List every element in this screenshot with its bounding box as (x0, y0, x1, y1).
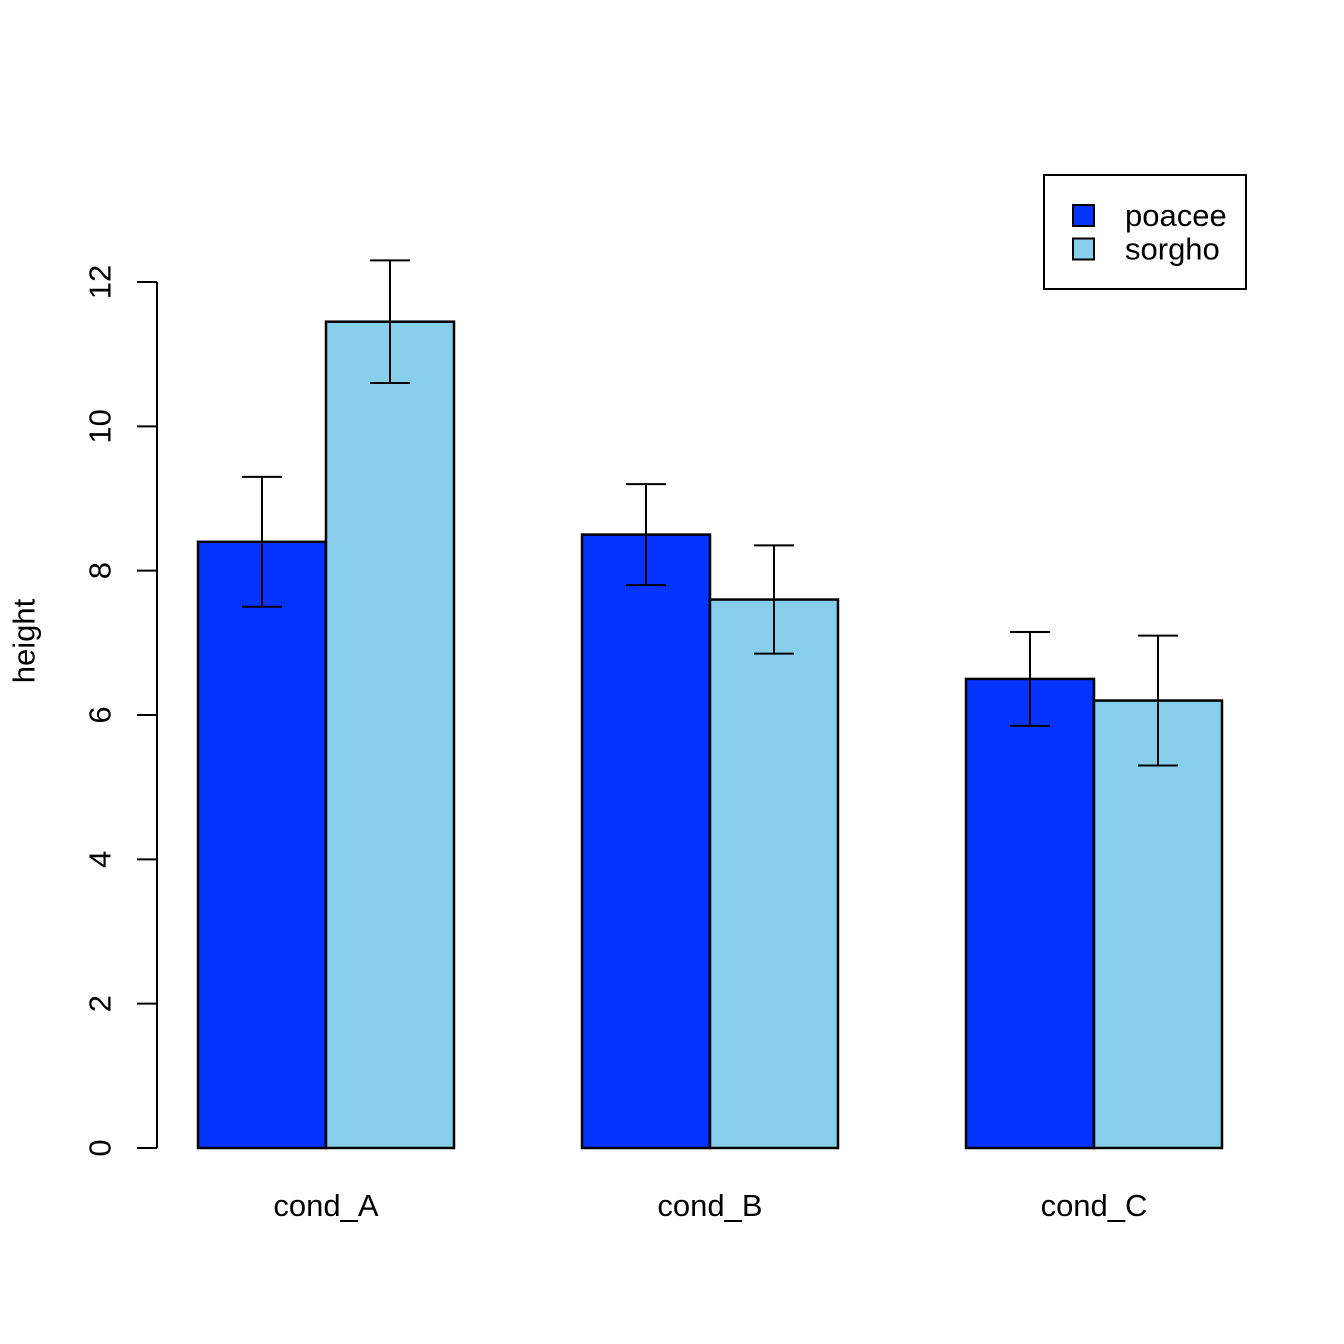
bar-sorgho-cond_B (708, 598, 840, 1150)
y-tick-label: 4 (83, 851, 118, 868)
bar-sorgho-cond_C (1092, 699, 1224, 1150)
y-tick-label: 0 (83, 1139, 118, 1156)
x-category-label: cond_C (1041, 1188, 1148, 1223)
bar-sorgho-cond_A (324, 320, 456, 1150)
x-category-label: cond_A (273, 1188, 378, 1223)
bar-poacee-cond_B (580, 533, 712, 1150)
y-axis-title: height (7, 598, 42, 683)
legend-label-sorgho: sorgho (1125, 232, 1220, 267)
bar-poacee-cond_A (196, 540, 328, 1150)
y-tick-label: 8 (83, 562, 118, 579)
legend-swatch-sorgho (1072, 237, 1095, 261)
y-tick-label: 12 (83, 265, 118, 299)
bar-poacee-cond_C (964, 677, 1096, 1150)
legend-label-poacee: poacee (1125, 198, 1227, 233)
legend-swatch-poacee (1072, 204, 1095, 227)
y-tick-label: 10 (83, 409, 118, 443)
y-tick-label: 2 (83, 995, 118, 1012)
legend-box (1043, 174, 1247, 290)
y-tick-label: 6 (83, 706, 118, 723)
x-category-label: cond_B (657, 1188, 762, 1223)
